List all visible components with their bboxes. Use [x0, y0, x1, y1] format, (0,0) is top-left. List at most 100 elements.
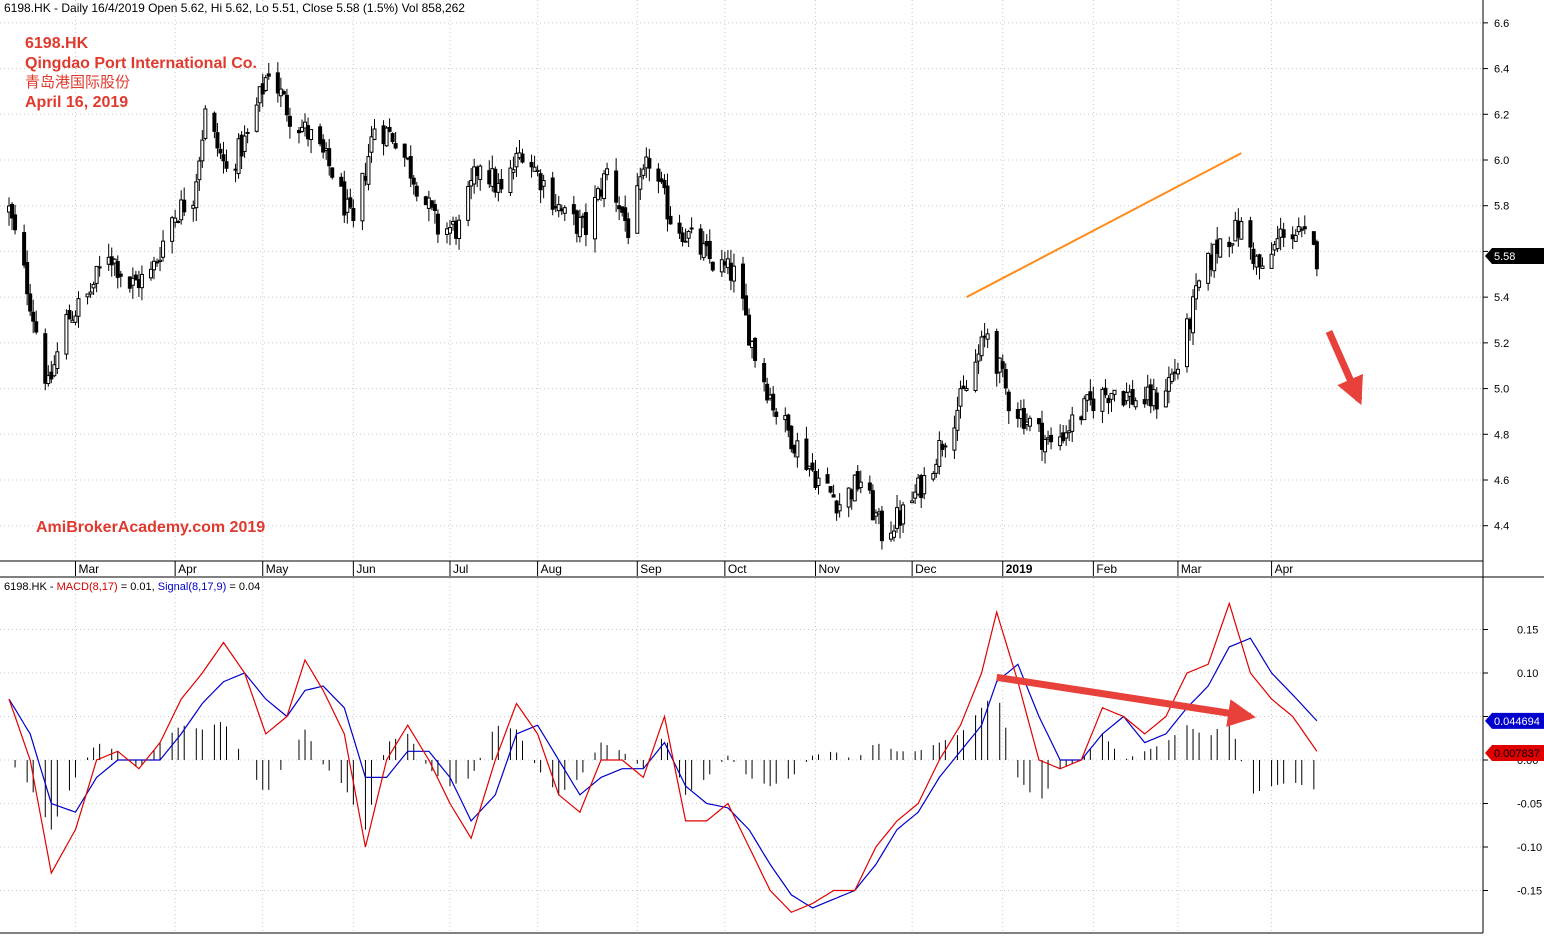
candle-body: [1088, 391, 1093, 400]
macd-tick-label: 0.15: [1517, 625, 1538, 637]
candle-body: [683, 240, 688, 243]
candle-body: [955, 409, 960, 431]
macd-header-label: MACD(8,17): [56, 581, 118, 593]
note-date: April 16, 2019: [25, 93, 129, 111]
candle-body: [520, 153, 525, 163]
candle-body: [67, 309, 72, 320]
candle-body: [31, 311, 36, 322]
candle-body: [360, 172, 365, 222]
candle-body: [626, 218, 631, 239]
candle-body: [203, 108, 208, 139]
candle-body: [795, 440, 800, 458]
watermark-text: AmiBrokerAcademy.com 2019: [36, 519, 266, 536]
price-trendline: [966, 152, 1242, 299]
candle-body: [550, 177, 555, 210]
candle-body: [605, 168, 610, 176]
candle-body: [435, 213, 440, 235]
candle-body: [309, 129, 314, 141]
candle-body: [348, 197, 353, 208]
candle-body: [1064, 432, 1069, 439]
candle-body: [1133, 400, 1138, 408]
macd-tick-label: 0.10: [1517, 668, 1538, 680]
candle-body: [194, 181, 199, 209]
candle-body: [686, 230, 691, 239]
date-tick-label: Oct: [728, 562, 747, 576]
note-company: Qingdao Port International Co.: [25, 54, 257, 72]
candle-body: [1248, 220, 1253, 248]
candle-body: [1302, 226, 1307, 230]
last-price-label: 5.58: [1494, 251, 1515, 263]
candle-body: [701, 243, 706, 259]
candle-body: [1006, 391, 1011, 412]
note-ticker: 6198.HK: [25, 35, 89, 52]
candle-body: [1112, 389, 1117, 395]
signal-line: [8, 637, 1318, 909]
candle-body: [1082, 398, 1087, 421]
candle-body: [789, 425, 794, 450]
candle-body: [158, 259, 163, 263]
candle-body: [22, 232, 27, 266]
candle-body: [215, 132, 220, 149]
candle-body: [771, 393, 776, 411]
candle-body: [1091, 398, 1096, 412]
candle-body: [529, 161, 534, 168]
candle-body: [1040, 422, 1045, 450]
candle-body: [457, 219, 462, 240]
candle-body: [118, 273, 123, 277]
last-price-tag: [1485, 248, 1544, 264]
candle-body: [466, 185, 471, 221]
note-company-chinese: 青岛港国际股份: [25, 74, 131, 91]
candle-body: [478, 165, 483, 180]
candle-body: [689, 227, 694, 230]
candle-body: [281, 91, 286, 95]
candle-body: [200, 139, 205, 162]
candle-body: [774, 411, 779, 417]
date-tick-label: Mar: [1181, 562, 1202, 576]
date-tick-label: Dec: [915, 562, 936, 576]
signal-last-label: 0.044694: [1494, 716, 1540, 728]
candle-body: [1293, 234, 1298, 242]
candle-body: [257, 86, 262, 104]
candle-body: [91, 283, 96, 289]
candle-body: [1021, 407, 1026, 429]
candle-body: [556, 204, 561, 212]
candle-body: [148, 268, 153, 279]
candle-body: [879, 510, 884, 542]
macd-last-tag: [1485, 745, 1544, 762]
candle-body: [1049, 434, 1054, 443]
candle-body: [958, 388, 963, 407]
candle-body: [342, 181, 347, 216]
candle-body: [571, 204, 576, 215]
candle-body: [1070, 414, 1075, 432]
candle-body: [922, 475, 927, 495]
price-tick-label: 5.0: [1494, 384, 1509, 396]
price-tick-label: 6.0: [1494, 155, 1509, 167]
candle-body: [973, 361, 978, 391]
macd-tick-label: -0.05: [1517, 799, 1542, 811]
candle-body: [647, 157, 652, 169]
candle-body: [1314, 241, 1319, 270]
candle-body: [34, 321, 39, 333]
candle-body: [668, 215, 673, 225]
candle-body: [825, 474, 830, 484]
candle-body: [351, 207, 356, 222]
candle-body: [810, 462, 815, 471]
candle-body: [1281, 229, 1286, 238]
candle-body: [429, 200, 434, 208]
candle-body: [161, 240, 166, 258]
candle-body: [224, 161, 229, 169]
candle-body: [1260, 265, 1265, 270]
candle-body: [432, 204, 437, 211]
candle-body: [964, 387, 969, 392]
candle-body: [46, 375, 51, 385]
candle-body: [1058, 436, 1063, 447]
candle-body: [182, 199, 187, 213]
candle-body: [1299, 228, 1304, 231]
date-tick-label: Sep: [640, 562, 662, 576]
candle-body: [979, 336, 984, 357]
candle-body: [384, 127, 389, 147]
candle-body: [638, 176, 643, 190]
date-tick-label: Apr: [1275, 562, 1294, 576]
candle-body: [765, 383, 770, 401]
